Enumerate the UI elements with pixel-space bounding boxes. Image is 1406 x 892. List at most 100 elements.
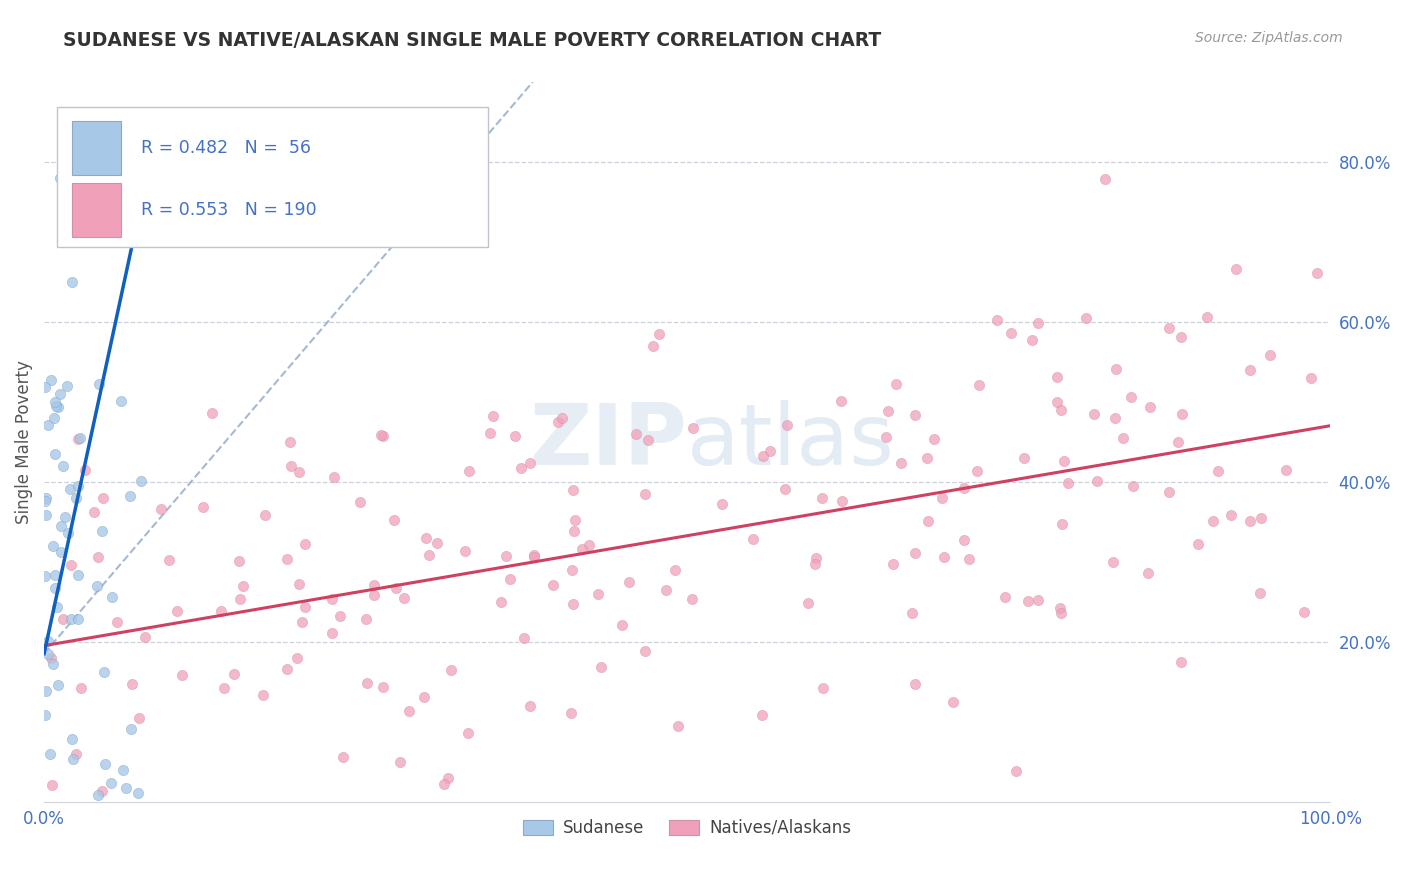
Text: R = 0.482   N =  56: R = 0.482 N = 56 — [141, 139, 311, 158]
Point — [65, 747, 87, 762]
Point — [578, 538, 600, 552]
Point — [634, 644, 657, 658]
Point — [561, 597, 583, 611]
Point — [479, 425, 502, 440]
Point — [457, 726, 479, 740]
Point — [1225, 261, 1247, 276]
Point — [44, 394, 66, 409]
Point — [134, 630, 156, 644]
Point — [619, 575, 641, 590]
Point — [967, 377, 990, 392]
Point — [1249, 586, 1271, 600]
Legend: Sudanese, Natives/Alaskans: Sudanese, Natives/Alaskans — [516, 813, 858, 844]
Point — [211, 604, 233, 618]
Point — [371, 680, 394, 694]
Point — [1301, 370, 1323, 384]
Point — [48, 170, 70, 185]
Point — [953, 533, 976, 547]
Point — [276, 551, 298, 566]
Point — [60, 731, 83, 746]
Point — [1000, 326, 1022, 340]
Point — [810, 491, 832, 505]
Point — [1045, 395, 1067, 409]
Point — [39, 747, 62, 762]
Point — [1170, 330, 1192, 344]
Point — [129, 474, 152, 488]
Point — [1195, 310, 1218, 324]
Point — [67, 612, 90, 626]
Point — [329, 608, 352, 623]
Point — [1305, 267, 1327, 281]
Point — [34, 494, 56, 508]
Point — [60, 612, 83, 626]
Point — [1250, 511, 1272, 525]
Point — [34, 569, 56, 583]
FancyBboxPatch shape — [72, 121, 121, 176]
Point — [127, 786, 149, 800]
Point — [46, 400, 69, 414]
Point — [35, 683, 58, 698]
Point — [1005, 764, 1028, 778]
Point — [37, 647, 59, 661]
Point — [90, 784, 112, 798]
Point — [773, 482, 796, 496]
Point — [166, 603, 188, 617]
Point — [875, 430, 897, 444]
Point — [354, 612, 377, 626]
Point — [229, 591, 252, 606]
Point — [648, 326, 671, 341]
Point — [294, 537, 316, 551]
Point — [52, 458, 75, 473]
Point — [321, 591, 343, 606]
Text: Source: ZipAtlas.com: Source: ZipAtlas.com — [1195, 31, 1343, 45]
Point — [69, 431, 91, 445]
Point — [118, 489, 141, 503]
Point — [903, 676, 925, 690]
Point — [44, 410, 66, 425]
Point — [224, 667, 246, 681]
Point — [370, 428, 392, 442]
Point — [934, 549, 956, 564]
Point — [1122, 479, 1144, 493]
Point — [115, 781, 138, 796]
Point — [67, 432, 90, 446]
Point — [42, 657, 65, 671]
Point — [904, 546, 927, 560]
Point — [44, 447, 66, 461]
Point — [612, 618, 634, 632]
Point — [571, 542, 593, 557]
Point — [922, 432, 945, 446]
Point — [711, 496, 734, 510]
Point — [45, 399, 67, 413]
Point — [37, 417, 59, 432]
Point — [564, 513, 586, 527]
Point — [986, 313, 1008, 327]
Point — [1046, 369, 1069, 384]
Point — [60, 275, 83, 289]
Point — [388, 755, 411, 769]
Point — [1187, 537, 1209, 551]
Point — [655, 582, 678, 597]
Point — [86, 550, 108, 565]
Point — [562, 483, 585, 497]
Point — [804, 550, 827, 565]
Point — [39, 372, 62, 386]
Point — [276, 662, 298, 676]
Point — [440, 663, 463, 677]
Point — [321, 626, 343, 640]
Point — [278, 435, 301, 450]
Point — [398, 704, 420, 718]
Point — [426, 536, 449, 550]
Point — [69, 681, 91, 695]
Point — [1050, 402, 1073, 417]
Point — [1170, 655, 1192, 669]
Point — [1102, 555, 1125, 569]
Point — [1050, 607, 1073, 621]
Point — [1167, 434, 1189, 449]
Point — [796, 596, 818, 610]
Point — [52, 612, 75, 626]
Point — [91, 524, 114, 538]
Point — [34, 708, 56, 723]
Point — [53, 509, 76, 524]
Point — [481, 409, 503, 423]
